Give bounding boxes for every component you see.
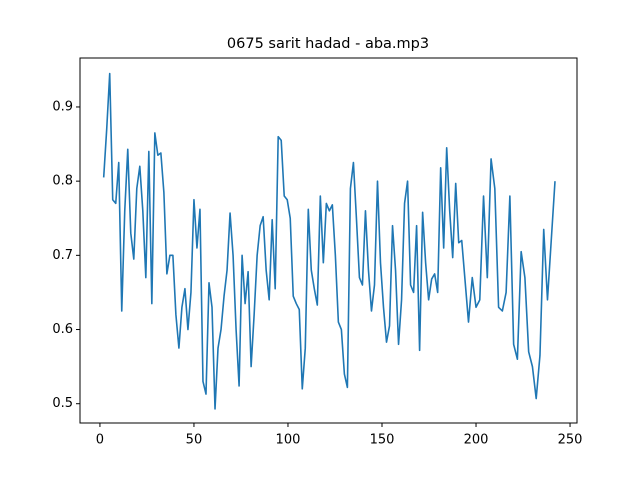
y-tick-label: 0.9 (52, 99, 73, 114)
y-tick-label: 0.8 (52, 174, 73, 189)
x-tick-label: 150 (370, 433, 395, 448)
y-tick-label: 0.5 (52, 396, 73, 411)
data-line (102, 72, 556, 410)
plot-frame (79, 57, 578, 424)
x-tick-label: 200 (464, 433, 489, 448)
chart-title: 0675 sarit hadad - aba.mp3 (227, 36, 429, 52)
y-tick-label: 0.7 (52, 248, 73, 263)
y-tick-label: 0.6 (52, 322, 73, 337)
x-tick-label: 250 (558, 433, 583, 448)
x-tick-label: 0 (96, 433, 104, 448)
x-tick-label: 50 (186, 433, 203, 448)
x-tick-label: 100 (276, 433, 301, 448)
